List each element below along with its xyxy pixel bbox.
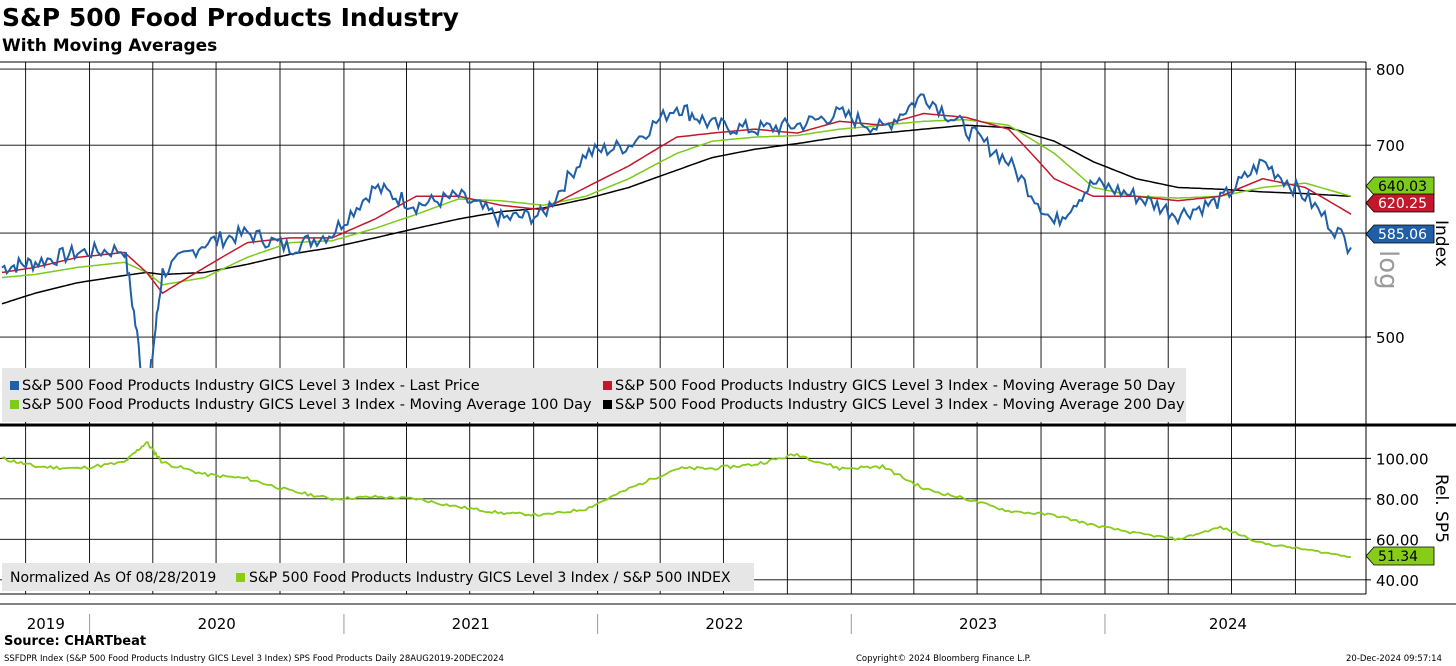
x-year-label: 2021 xyxy=(452,615,490,633)
y-tick-label: 40.00 xyxy=(1376,572,1419,590)
source-note: Source: CHARTbeat xyxy=(4,634,147,649)
value-tag-text: 620.25 xyxy=(1378,196,1427,212)
x-year-label: 2020 xyxy=(198,615,236,633)
legend-normalized-note: Normalized As Of 08/28/2019 xyxy=(10,570,216,586)
y-tick-label: 100.00 xyxy=(1376,450,1429,468)
legend-ma100: S&P 500 Food Products Industry GICS Leve… xyxy=(10,397,592,413)
legend-swatch xyxy=(236,573,245,582)
value-tag-text: 585.06 xyxy=(1378,227,1427,243)
value-tag-bg xyxy=(1365,546,1435,566)
legend-swatch xyxy=(10,400,19,409)
y-tick-label: 80.00 xyxy=(1376,491,1419,509)
series-ma200-line xyxy=(1,124,1352,305)
value-tag-bg xyxy=(1365,224,1435,244)
log-scale-label: log xyxy=(1373,250,1403,290)
legend-ma50: S&P 500 Food Products Industry GICS Leve… xyxy=(603,378,1176,394)
legend-label: S&P 500 Food Products Industry GICS Leve… xyxy=(615,378,1176,394)
x-year-label: 2023 xyxy=(959,615,997,633)
legend-label: S&P 500 Food Products Industry GICS Leve… xyxy=(22,378,480,394)
lower-y-axis-title: Rel. SP5 xyxy=(1431,474,1451,543)
axes xyxy=(0,61,1456,605)
y-tick-label: 500 xyxy=(1376,329,1405,347)
legend-swatch xyxy=(603,400,612,409)
tag-last-price: 585.06 xyxy=(1365,224,1435,244)
legend-swatch xyxy=(603,381,612,390)
series-relative-line xyxy=(1,441,1352,559)
lower-panel xyxy=(1,441,1352,559)
legend-swatch xyxy=(10,381,19,390)
x-year-label: 2024 xyxy=(1209,615,1247,633)
chart-title: S&P 500 Food Products Industry xyxy=(2,3,459,32)
y-tick-label: 800 xyxy=(1376,61,1405,79)
value-tag-text: 51.34 xyxy=(1378,549,1418,565)
series-last-price-line xyxy=(1,93,1352,418)
legend-label: S&P 500 Food Products Industry GICS Leve… xyxy=(615,397,1185,413)
series-ma50-line xyxy=(1,112,1352,295)
value-tag-text: 640.03 xyxy=(1378,179,1427,195)
tag-ma100: 640.03 xyxy=(1365,176,1435,196)
legend-ma200: S&P 500 Food Products Industry GICS Leve… xyxy=(603,397,1185,413)
value-tag-bg xyxy=(1365,176,1435,196)
footer-timestamp: 20-Dec-2024 09:57:14 xyxy=(1346,654,1442,664)
tag-ma50: 620.25 xyxy=(1365,193,1435,213)
chart-subtitle: With Moving Averages xyxy=(2,36,218,56)
legend-label: S&P 500 Food Products Industry GICS Leve… xyxy=(22,397,592,413)
tag-relative: 51.34 xyxy=(1365,546,1435,566)
lower-legend-box xyxy=(2,563,754,591)
upper-legend-box xyxy=(2,368,1186,422)
x-year-label: 2019 xyxy=(27,615,65,633)
gridlines xyxy=(0,62,1366,594)
legend: S&P 500 Food Products Industry GICS Leve… xyxy=(2,368,1186,591)
axis-labels: 50060070080040.0060.0080.00100.00IndexRe… xyxy=(27,61,1451,634)
value-tag-bg xyxy=(1365,193,1435,213)
upper-y-axis-title: Index xyxy=(1431,220,1451,267)
y-tick-label: 60.00 xyxy=(1376,531,1419,549)
legend-relative: S&P 500 Food Products Industry GICS Leve… xyxy=(249,570,731,586)
legend-last-price: S&P 500 Food Products Industry GICS Leve… xyxy=(10,378,480,394)
footer-description: SSFDPR Index (S&P 500 Food Products Indu… xyxy=(4,654,504,664)
footer-copyright: Copyright© 2024 Bloomberg Finance L.P. xyxy=(856,654,1032,664)
y-tick-label: 700 xyxy=(1376,137,1405,155)
x-year-label: 2022 xyxy=(705,615,743,633)
upper-panel xyxy=(1,93,1352,418)
series-ma100-line xyxy=(1,118,1352,286)
